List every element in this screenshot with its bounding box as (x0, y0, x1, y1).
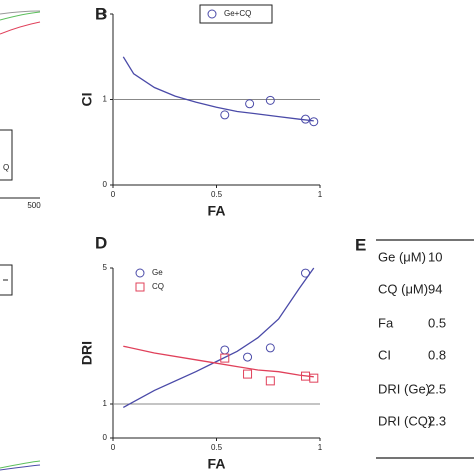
point (309, 373, 319, 383)
table-value: 0.8 (428, 347, 446, 362)
legend-box (199, 4, 273, 24)
fragment-text: 500 (27, 201, 41, 210)
table-key: CI (378, 347, 391, 362)
x-axis-label: FA (208, 456, 226, 472)
x-tick-label: 0.5 (211, 443, 223, 452)
table-key: DRI (Ge) (378, 381, 430, 396)
y-tick-label: 2 (103, 9, 108, 18)
fit-curve (123, 345, 314, 378)
table-value: 2.5 (428, 381, 446, 396)
fragment-text: Q (3, 163, 9, 172)
table-value: 2.3 (428, 413, 446, 428)
point (265, 95, 275, 105)
table-key: Ge (μM) (378, 249, 426, 264)
fit-curve (122, 267, 315, 408)
x-axis-label: FA (208, 203, 226, 219)
legend-label: Ge+CQ (224, 9, 251, 18)
table-key: CQ (μM) (378, 281, 428, 296)
panel-label: E (355, 235, 366, 254)
point (265, 343, 275, 353)
x-tick-label: 1 (318, 443, 323, 452)
point (243, 352, 253, 362)
point (301, 114, 311, 124)
point (220, 345, 230, 355)
table-value: 94 (428, 281, 442, 296)
point (309, 117, 319, 127)
y-tick-label: 0 (103, 433, 108, 442)
legend-marker (135, 268, 145, 278)
x-tick-label: 1 (318, 190, 323, 199)
fit-curve (122, 56, 314, 122)
legend-label: Ge (152, 268, 163, 277)
point (243, 369, 253, 379)
point (220, 353, 230, 363)
fragment-line (0, 10, 41, 15)
fragment-line (0, 460, 41, 469)
y-axis-label: CI (79, 93, 95, 107)
fragment-line (0, 21, 41, 35)
table-key: Fa (378, 315, 394, 330)
point (301, 268, 311, 278)
y-tick-label: 1 (103, 95, 108, 104)
table-key: DRI (CQ) (378, 413, 432, 428)
panel-label: D (95, 233, 107, 252)
fragment-line (0, 464, 41, 471)
point (220, 110, 230, 120)
y-axis-label: DRI (79, 341, 95, 365)
x-tick-label: 0.5 (211, 190, 223, 199)
legend-marker (207, 9, 217, 19)
fragment-line (0, 11, 41, 21)
legend-label: CQ (152, 282, 164, 291)
fragment-legend (0, 129, 13, 181)
x-tick-label: 0 (111, 190, 116, 199)
legend-marker (135, 282, 145, 292)
table-value: 10 (428, 249, 442, 264)
table-value: 0.5 (428, 315, 446, 330)
y-tick-label: 5 (103, 263, 108, 272)
fragment-legend (0, 264, 13, 296)
panel-label: B (95, 4, 107, 23)
point (245, 99, 255, 109)
y-tick-label: 0 (103, 180, 108, 189)
y-tick-label: 1 (103, 399, 108, 408)
x-tick-label: 0 (111, 443, 116, 452)
point (265, 376, 275, 386)
